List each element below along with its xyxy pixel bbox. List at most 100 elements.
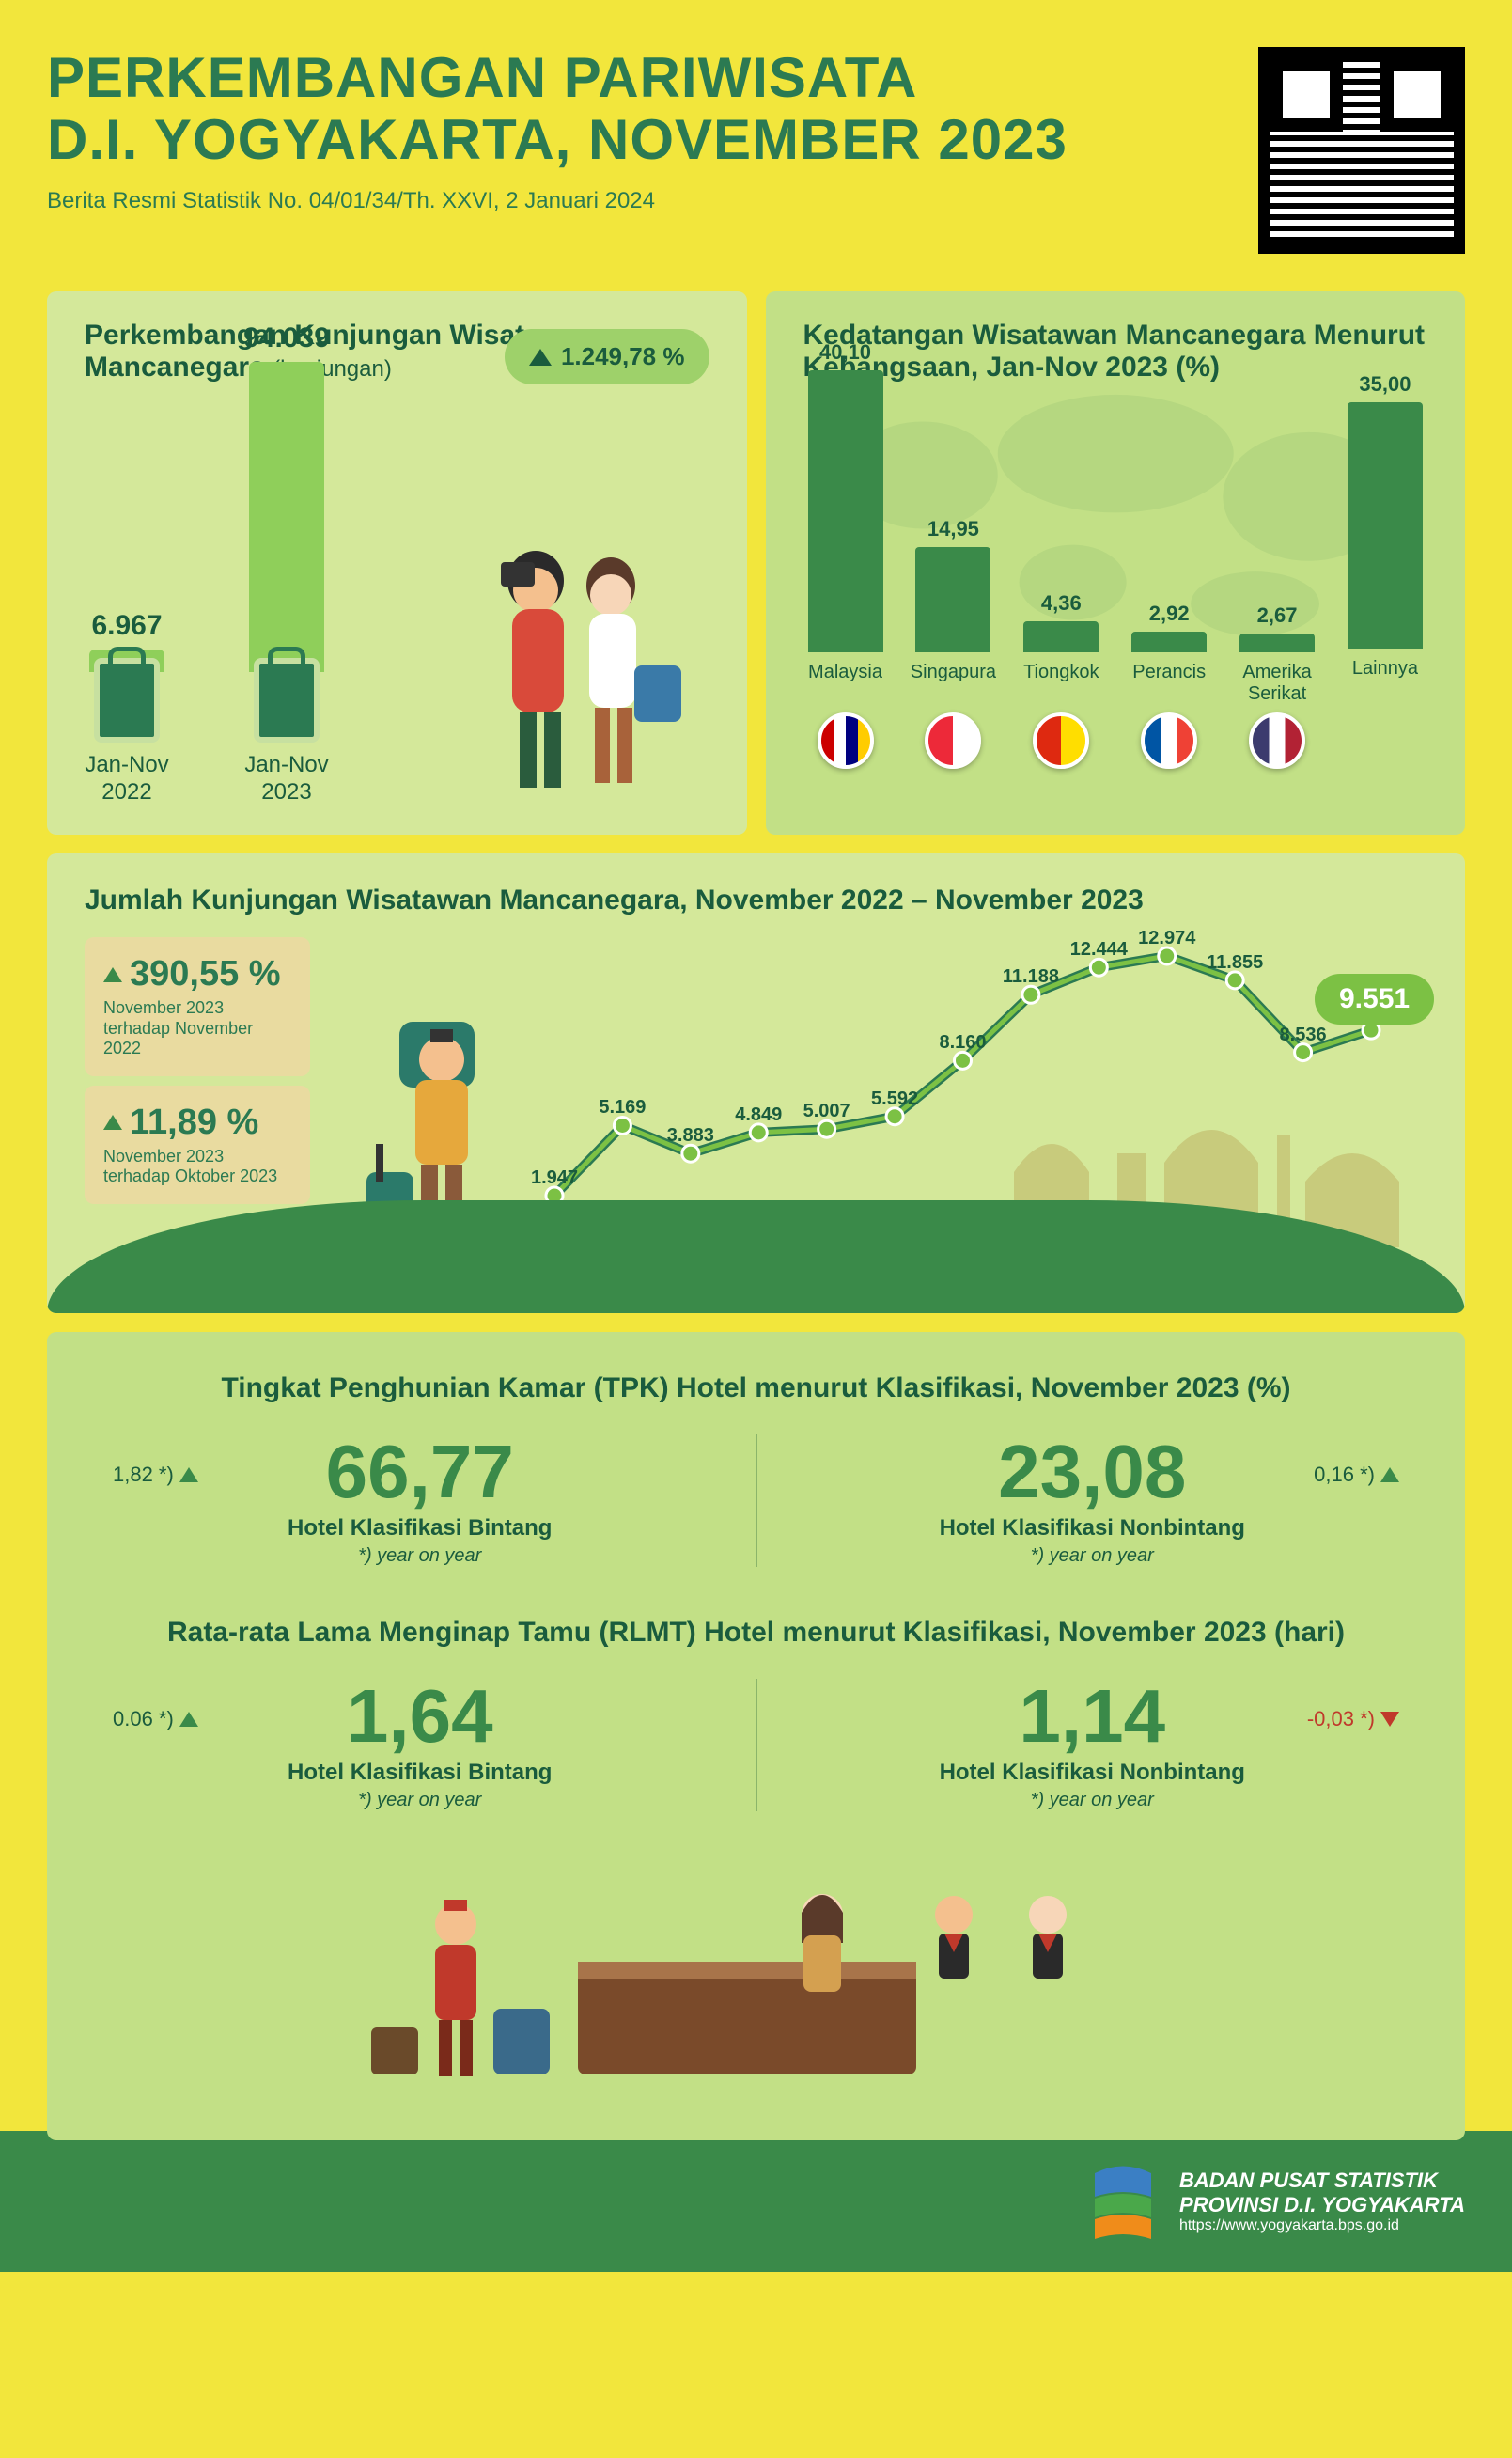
flag-icon: [1033, 712, 1089, 769]
nationality-bar: [1348, 402, 1423, 649]
tpk-right-sub: Hotel Klasifikasi Nonbintang: [940, 1515, 1245, 1542]
title-line1: PERKEMBANGAN PARIWISATA: [47, 46, 917, 109]
nationality-bar-col: 2,92 Perancis: [1127, 602, 1211, 769]
timeseries-stat-box: 390,55 %November 2023 terhadap November …: [85, 937, 310, 1076]
tpk-left-delta-val: 1,82 *): [113, 1463, 174, 1487]
triangle-down-icon: [1380, 1712, 1399, 1727]
rlmt-left-delta: 0.06 *): [113, 1707, 198, 1731]
nationality-bar-label: Lainnya: [1352, 658, 1418, 703]
luggage-icon: [254, 658, 320, 743]
nationality-bar: [808, 370, 883, 652]
hill-shape: [47, 1200, 1465, 1313]
tpk-left-cell: 1,82 *) 66,77 Hotel Klasifikasi Bintang …: [85, 1434, 756, 1567]
nationality-bar: [1131, 632, 1207, 652]
footer-url: https://www.yogyakarta.bps.go.id: [1179, 2217, 1465, 2234]
flag-icon: [1141, 712, 1197, 769]
metrics-panel: Tingkat Penghunian Kamar (TPK) Hotel men…: [47, 1332, 1465, 2140]
rlmt-title: Rata-rata Lama Menginap Tamu (RLMT) Hote…: [85, 1614, 1427, 1651]
stat-sub: November 2023 terhadap Oktober 2023: [103, 1147, 291, 1187]
tourists-illustration: [446, 506, 691, 806]
visits-pct-value: 1.249,78 %: [561, 342, 685, 371]
rlmt-left-cell: 0.06 *) 1,64 Hotel Klasifikasi Bintang *…: [85, 1679, 756, 1811]
nationality-bar: [915, 547, 990, 652]
timeseries-point-label: 5.592: [871, 1088, 918, 1110]
triangle-up-icon: [103, 1115, 122, 1130]
stat-sub: November 2023 terhadap November 2022: [103, 998, 291, 1059]
bps-logo-icon: [1085, 2159, 1161, 2244]
nationality-bar-col: 2,67 Amerika Serikat: [1235, 603, 1319, 769]
visits-panel: Perkembangan Kunjungan Wisatawan Mancane…: [47, 291, 747, 835]
visits-bar-value: 6.967: [91, 610, 162, 642]
footer-line1: BADAN PUSAT STATISTIK: [1179, 2168, 1465, 2193]
title-line2: D.I. YOGYAKARTA, NOVEMBER 2023: [47, 108, 1068, 171]
qr-code: [1258, 47, 1465, 254]
footer-line2: PROVINSI D.I. YOGYAKARTA: [1179, 2193, 1465, 2217]
tpk-title: Tingkat Penghunian Kamar (TPK) Hotel men…: [85, 1370, 1427, 1406]
timeseries-point-label: 11.188: [1003, 966, 1059, 988]
nationality-bar-value: 4,36: [1041, 591, 1082, 616]
timeseries-title: Jumlah Kunjungan Wisatawan Mancanegara, …: [85, 882, 1427, 918]
stat-pct: 390,55 %: [103, 954, 291, 994]
header: PERKEMBANGAN PARIWISATA D.I. YOGYAKARTA,…: [47, 47, 1465, 254]
nationality-bar: [1239, 634, 1315, 652]
timeseries-point-label: 3.883: [667, 1125, 714, 1147]
tpk-left-sub: Hotel Klasifikasi Bintang: [288, 1515, 552, 1542]
visits-bar-label: Jan-Nov2022: [85, 752, 168, 806]
nationality-bar-label: Tiongkok: [1023, 662, 1099, 707]
rlmt-row: 0.06 *) 1,64 Hotel Klasifikasi Bintang *…: [85, 1679, 1427, 1811]
visits-bar-label: Jan-Nov2023: [244, 752, 328, 806]
visits-bar: [249, 362, 324, 672]
reference-line: Berita Resmi Statistik No. 04/01/34/Th. …: [47, 188, 1258, 214]
tpk-right-note: *) year on year: [1031, 1545, 1154, 1567]
timeseries-point-label: 12.974: [1138, 928, 1195, 949]
reception-illustration: [85, 1858, 1427, 2103]
timeseries-point-label: 8.536: [1280, 1025, 1327, 1046]
rlmt-right-value: 1,14: [1019, 1679, 1165, 1754]
triangle-up-icon: [179, 1712, 198, 1727]
timeseries-point-label: 5.007: [803, 1101, 850, 1122]
flag-icon: [1249, 712, 1305, 769]
nationality-bar-chart: 40,10Malaysia14,95Singapura4,36Tiongkok2…: [803, 412, 1428, 769]
rlmt-right-note: *) year on year: [1031, 1790, 1154, 1811]
nationality-bar-col: 14,95Singapura: [911, 517, 995, 769]
triangle-up-icon: [1380, 1467, 1399, 1482]
rlmt-left-value: 1,64: [347, 1679, 493, 1754]
tpk-right-cell: 0,16 *) 23,08 Hotel Klasifikasi Nonbinta…: [757, 1434, 1428, 1567]
rlmt-left-sub: Hotel Klasifikasi Bintang: [288, 1760, 552, 1786]
timeseries-end-badge: 9.551: [1315, 974, 1434, 1025]
visits-pct-badge: 1.249,78 %: [505, 329, 709, 384]
nationality-panel: Kedatangan Wisatawan Mancanegara Menurut…: [766, 291, 1466, 835]
nationality-bar-label: Amerika Serikat: [1235, 662, 1319, 707]
tpk-right-delta: 0,16 *): [1314, 1463, 1399, 1487]
rlmt-right-delta: -0,03 *): [1307, 1707, 1399, 1731]
timeseries-point-label: 8.160: [939, 1032, 986, 1054]
rlmt-right-sub: Hotel Klasifikasi Nonbintang: [940, 1760, 1245, 1786]
luggage-icon: [94, 658, 160, 743]
stat-pct: 11,89 %: [103, 1103, 291, 1143]
timeseries-point-label: 11.855: [1207, 952, 1263, 974]
footer-text: BADAN PUSAT STATISTIK PROVINSI D.I. YOGY…: [1179, 2168, 1465, 2234]
nationality-bar-value: 2,67: [1257, 603, 1298, 628]
nationality-bar-label: Perancis: [1132, 662, 1206, 707]
timeseries-point-label: 5.169: [599, 1097, 646, 1119]
rlmt-left-note: *) year on year: [358, 1790, 481, 1811]
footer: BADAN PUSAT STATISTIK PROVINSI D.I. YOGY…: [0, 2131, 1512, 2272]
rlmt-left-delta-val: 0.06 *): [113, 1707, 174, 1731]
flag-icon: [925, 712, 981, 769]
timeseries-point-label: 12.444: [1070, 939, 1128, 961]
rlmt-right-delta-val: -0,03 *): [1307, 1707, 1375, 1731]
flag-icon: [818, 712, 874, 769]
nationality-bar-value: 2,92: [1149, 602, 1190, 626]
tpk-left-delta: 1,82 *): [113, 1463, 198, 1487]
tpk-left-value: 66,77: [326, 1434, 514, 1510]
nationality-bar: [1023, 621, 1099, 652]
triangle-up-icon: [103, 967, 122, 982]
main-title: PERKEMBANGAN PARIWISATA D.I. YOGYAKARTA,…: [47, 47, 1258, 171]
triangle-up-icon: [529, 349, 552, 366]
nationality-bar-col: 40,10Malaysia: [803, 340, 888, 769]
visits-bar-col: 94.039Jan-Nov2023: [244, 322, 329, 806]
tpk-row: 1,82 *) 66,77 Hotel Klasifikasi Bintang …: [85, 1434, 1427, 1567]
rlmt-right-cell: -0,03 *) 1,14 Hotel Klasifikasi Nonbinta…: [757, 1679, 1428, 1811]
timeseries-stat-box: 11,89 %November 2023 terhadap Oktober 20…: [85, 1086, 310, 1204]
tpk-right-delta-val: 0,16 *): [1314, 1463, 1375, 1487]
